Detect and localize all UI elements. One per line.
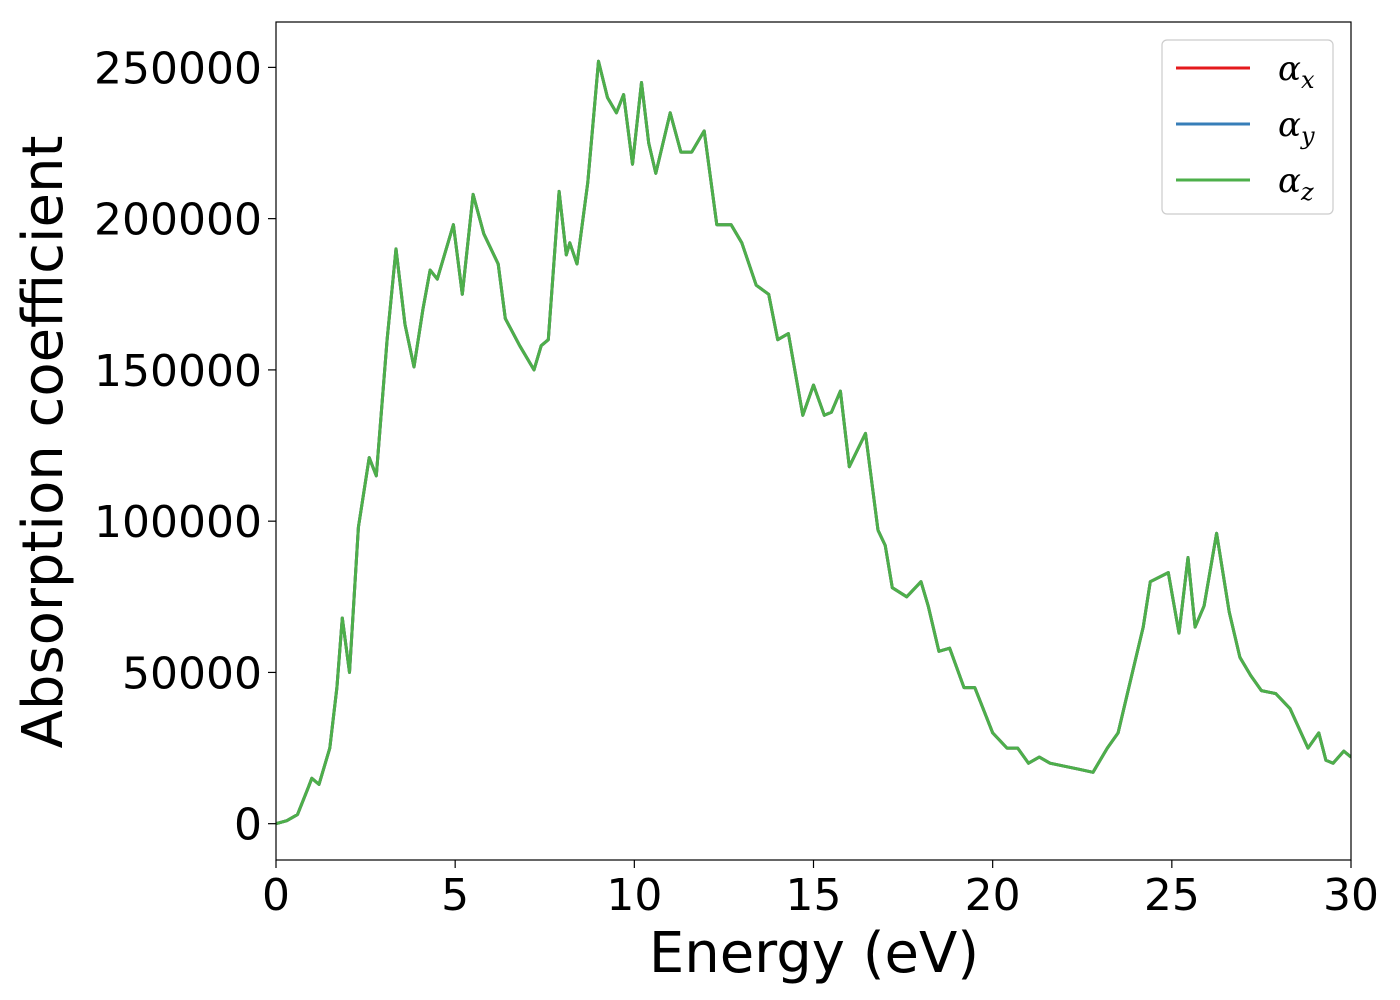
y-tick-label: 0 <box>234 800 262 851</box>
y-tick-label: 150000 <box>94 346 262 397</box>
x-tick-label: 25 <box>1144 870 1200 921</box>
x-tick-label: 0 <box>262 870 290 921</box>
x-tick-label: 10 <box>606 870 662 921</box>
x-tick-label: 15 <box>786 870 842 921</box>
y-tick-label: 100000 <box>94 497 262 548</box>
x-tick-label: 30 <box>1323 870 1379 921</box>
legend-box <box>1161 39 1334 215</box>
series-line-z <box>276 59 1351 826</box>
y-axis-ticks: 0 50000 100000 150000 200000 250000 <box>94 43 276 851</box>
x-axis-ticks: 0 5 10 15 20 25 30 <box>262 860 1379 921</box>
y-tick-label: 200000 <box>94 195 262 246</box>
x-axis-title: Energy (eV) <box>649 921 979 986</box>
x-tick-label: 20 <box>965 870 1021 921</box>
y-axis-title: Absorption coefficient <box>11 136 76 749</box>
y-tick-label: 50000 <box>122 648 262 699</box>
y-tick-label: 250000 <box>94 43 262 94</box>
x-tick-label: 5 <box>441 870 469 921</box>
